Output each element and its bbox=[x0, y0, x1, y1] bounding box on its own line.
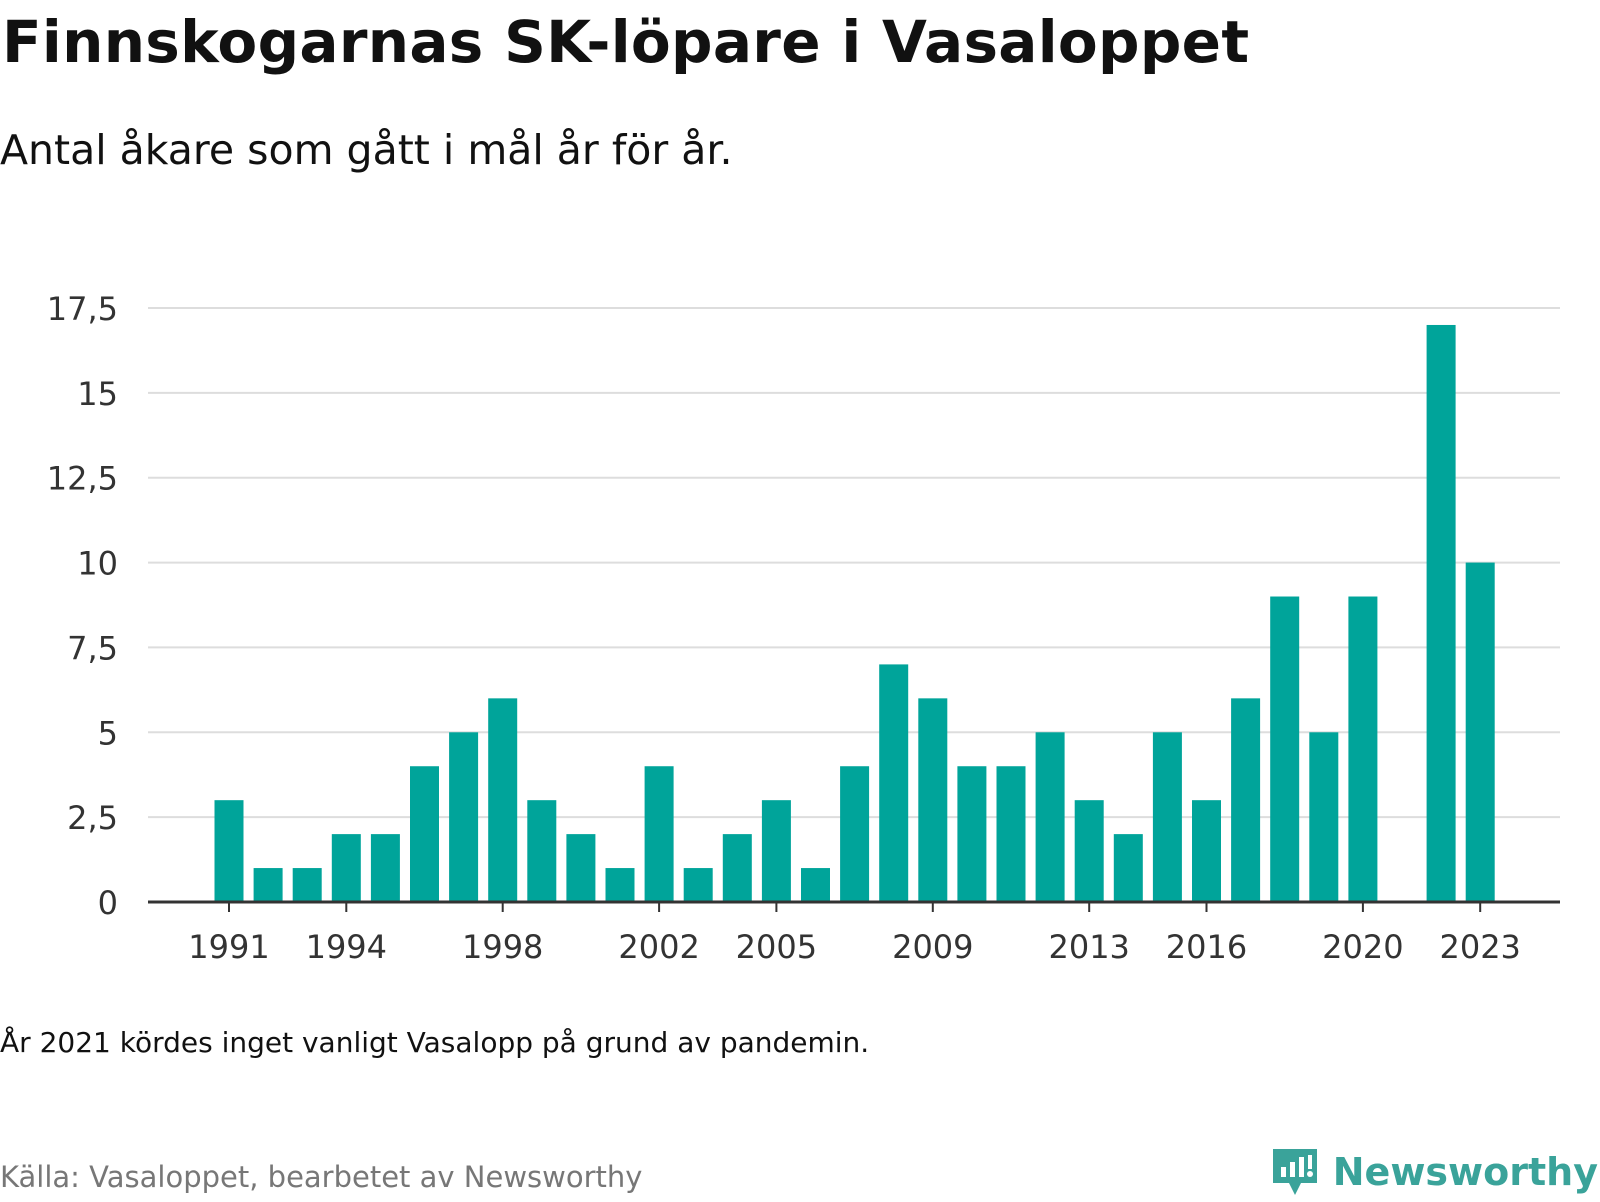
x-tick-label: 1994 bbox=[306, 928, 387, 960]
bar-2003 bbox=[683, 868, 713, 902]
bar-1995 bbox=[370, 834, 400, 902]
bar-1992 bbox=[253, 868, 283, 902]
bar-2008 bbox=[879, 664, 909, 902]
y-tick-label: 15 bbox=[77, 375, 118, 413]
bar-2000 bbox=[566, 834, 596, 902]
bar-2016 bbox=[1192, 800, 1221, 902]
bar-2011 bbox=[996, 766, 1026, 902]
bar-2010 bbox=[957, 766, 987, 902]
bar-1997 bbox=[449, 732, 479, 902]
y-tick-label: 12,5 bbox=[47, 460, 118, 498]
x-tick-label: 2002 bbox=[618, 928, 699, 960]
x-tick-label: 1998 bbox=[462, 928, 543, 960]
x-tick-label: 2005 bbox=[736, 928, 817, 960]
bar-1998 bbox=[488, 698, 518, 902]
bar-2012 bbox=[1035, 732, 1065, 902]
bar-2002 bbox=[644, 766, 674, 902]
bar-2018 bbox=[1270, 596, 1300, 902]
x-tick-label: 1991 bbox=[188, 928, 269, 960]
bar-chart: 0 2,5 5 7,5 10 12,5 15 17,5 1991 1994 1998 2002 2005… bbox=[47, 290, 1560, 960]
bar-1996 bbox=[410, 766, 439, 902]
y-tick-label: 17,5 bbox=[47, 290, 118, 328]
bar-2006 bbox=[801, 868, 830, 902]
y-tick-label: 0 bbox=[98, 884, 118, 922]
bar-2009 bbox=[918, 698, 948, 902]
bar-1994 bbox=[331, 834, 361, 902]
source-text: Källa: Vasaloppet, bearbetet av Newswort… bbox=[0, 1160, 643, 1194]
bar-2013 bbox=[1074, 800, 1104, 902]
bar-2001 bbox=[605, 868, 635, 902]
bar-1999 bbox=[527, 800, 557, 902]
bar-2005 bbox=[761, 800, 791, 902]
x-tick-label: 2023 bbox=[1439, 928, 1520, 960]
newsworthy-logo-icon bbox=[1272, 1149, 1317, 1195]
x-tick-label: 2020 bbox=[1322, 928, 1403, 960]
bar-2019 bbox=[1309, 732, 1339, 902]
bar-2015 bbox=[1152, 732, 1182, 902]
x-tick-label: 2016 bbox=[1166, 928, 1247, 960]
bar-2007 bbox=[840, 766, 870, 902]
chart-title: Finnskogarnas SK-löpare i Vasaloppet bbox=[2, 8, 1250, 76]
chart-note: År 2021 kördes inget vanligt Vasalopp på… bbox=[0, 1026, 870, 1059]
bar-2023 bbox=[1465, 562, 1495, 902]
bar-2017 bbox=[1231, 698, 1261, 902]
newsworthy-logo[interactable]: Newsworthy bbox=[1271, 1142, 1598, 1202]
y-tick-label: 2,5 bbox=[67, 799, 118, 837]
y-tick-label: 7,5 bbox=[67, 629, 118, 667]
brand-name: Newsworthy bbox=[1332, 1150, 1598, 1194]
bar-2014 bbox=[1113, 834, 1143, 902]
y-tick-label: 10 bbox=[77, 545, 118, 583]
y-tick-label: 5 bbox=[98, 714, 118, 752]
bar-2004 bbox=[722, 834, 752, 902]
bar-2022 bbox=[1426, 324, 1456, 902]
x-tick-label: 2009 bbox=[892, 928, 973, 960]
bar-1993 bbox=[292, 868, 322, 902]
bar-1991 bbox=[214, 800, 244, 902]
bar-2020 bbox=[1348, 596, 1378, 902]
chart-subtitle: Antal åkare som gått i mål år för år. bbox=[0, 126, 733, 174]
x-tick-label: 2013 bbox=[1048, 928, 1129, 960]
